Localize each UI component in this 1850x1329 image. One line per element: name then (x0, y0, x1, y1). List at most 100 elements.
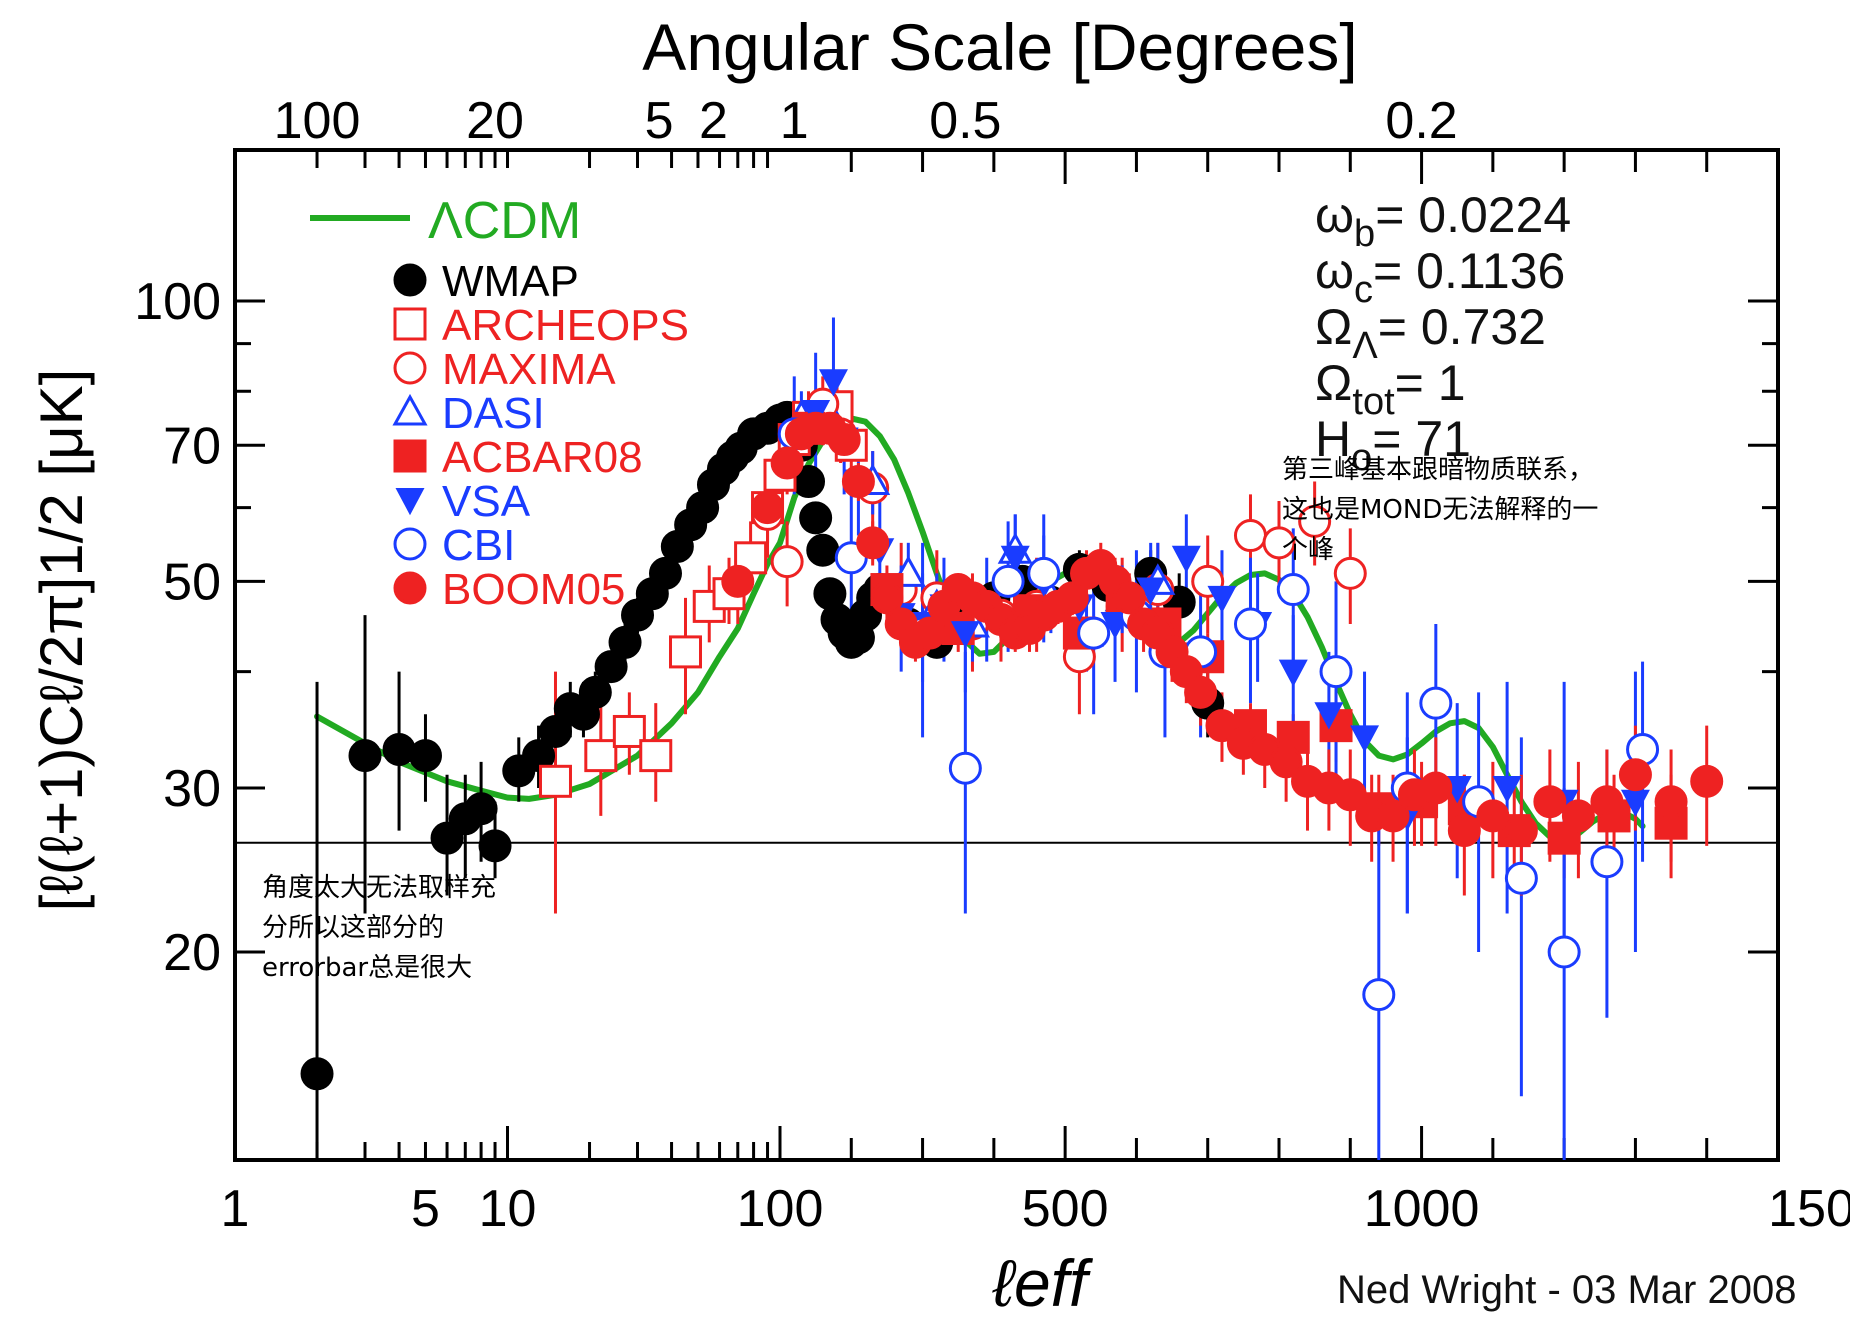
vsa-data-point (1314, 702, 1344, 730)
cbi-data-point (1547, 935, 1581, 969)
archeops-data-point (639, 739, 673, 773)
param-Ω-tot: Ωtot= 1 (1315, 355, 1466, 423)
cbi-data-point (1276, 573, 1310, 607)
boom05-data-point (1205, 709, 1239, 743)
data-point-layer (300, 369, 1724, 1091)
legend-marker-acbar08 (393, 439, 427, 473)
boom05-data-point (721, 564, 755, 598)
legend-marker-vsa (395, 488, 425, 516)
vsa-data-point (818, 369, 848, 397)
archeops-data-point (669, 635, 703, 669)
boom05-data-point (1112, 581, 1146, 615)
x-tick-label: 5 (411, 1180, 440, 1238)
acbar08-data-point (1547, 821, 1581, 855)
boom05-data-point (1504, 814, 1538, 848)
boom05-data-point (1447, 814, 1481, 848)
boom05-data-point (1055, 581, 1089, 615)
y-tick-label: 100 (134, 273, 221, 331)
cbi-data-point (1419, 686, 1453, 720)
boom05-data-point (1654, 785, 1688, 819)
annotation-low-l: 角度太大无法取样充 分所以这部分的 errorbar总是很大 (262, 873, 497, 983)
chart-title: Angular Scale [Degrees] (642, 10, 1357, 84)
maxima-data-point (1262, 526, 1296, 560)
boom05-data-point (1269, 745, 1303, 779)
legend-marker-boom05 (393, 571, 427, 605)
boom05-data-point (1590, 785, 1624, 819)
legend-label-wmap: WMAP (442, 257, 579, 306)
vsa-data-point (1350, 725, 1380, 753)
wmap-data-point (594, 650, 628, 684)
cbi-data-point (1233, 607, 1267, 641)
wmap-data-point (464, 792, 498, 826)
legend-label-archeops: ARCHEOPS (442, 301, 689, 350)
top-tick-label: 5 (645, 92, 674, 150)
cbi-data-point (1027, 556, 1061, 590)
legend-marker-maxima (393, 351, 427, 385)
boom05-data-point (1561, 799, 1595, 833)
legend-label-maxima: MAXIMA (442, 345, 616, 394)
boom05-data-point (1376, 799, 1410, 833)
cbi-data-point (1362, 978, 1396, 1012)
param-Ω-Λ: ΩΛ= 0.732 (1315, 299, 1546, 367)
boom05-data-point (1533, 785, 1567, 819)
x-tick-label: 1000 (1364, 1180, 1480, 1238)
vsa-data-point (950, 621, 980, 649)
x-tick-label: 500 (1022, 1180, 1109, 1238)
archeops-data-point (612, 714, 646, 748)
boom05-data-point (870, 581, 904, 615)
legend-marker-dasi (392, 393, 428, 426)
y-tick-label: 30 (163, 760, 221, 818)
plot-frame (233, 148, 1780, 1162)
vsa-data-point (1492, 776, 1522, 804)
wmap-data-point (538, 714, 572, 748)
vsa-data-point (1278, 659, 1308, 687)
wmap-data-point (799, 501, 833, 535)
legend-label-vsa: VSA (442, 477, 531, 526)
maxima-data-point (770, 545, 804, 579)
param-ω-b: ωb= 0.0224 (1315, 187, 1571, 255)
legend-marker-wmap (393, 263, 427, 297)
archeops-data-point (584, 739, 618, 773)
archeops-data-point (538, 764, 572, 798)
maxima-data-point (1333, 556, 1367, 590)
vsa-data-point (1000, 545, 1030, 573)
vsa-data-point (1207, 585, 1237, 614)
x-tick-label: 100 (737, 1180, 824, 1238)
boom05-data-point (1184, 675, 1218, 709)
y-axis-label: [ℓ(ℓ+1)Cℓ/2π]1/2 [μK] (28, 369, 95, 912)
legend-label-acbar08: ACBAR08 (442, 433, 643, 482)
boom05-data-point (841, 465, 875, 499)
top-tick-label: 2 (699, 92, 728, 150)
credit-line: Ned Wright - 03 Mar 2008 (1337, 1268, 1797, 1312)
param-H-o: Ho= 71 (1315, 411, 1471, 479)
y-tick-label: 50 (163, 553, 221, 611)
cbi-data-point (991, 564, 1025, 598)
boom05-data-point (913, 616, 947, 650)
cbi-data-point (1590, 845, 1624, 879)
cbi-data-point (1319, 655, 1353, 689)
legend-model-label: ΛCDM (428, 192, 581, 250)
boom05-data-point (827, 423, 861, 457)
top-tick-label: 1 (780, 92, 809, 150)
top-tick-label: 100 (274, 92, 361, 150)
wmap-data-point (806, 533, 840, 567)
maxima-data-point (1298, 504, 1332, 538)
x-axis-label: ℓeff (992, 1246, 1094, 1320)
y-tick-label: 70 (163, 417, 221, 475)
boom05-data-point (856, 526, 890, 560)
boom05-data-point (770, 446, 804, 480)
boom05-data-point (1476, 799, 1510, 833)
wmap-data-point (578, 675, 612, 709)
annotation-third-peak: 第三峰基本跟暗物质联系， 这也是MOND无法解释的一 个峰 (1282, 455, 1599, 565)
wmap-data-point (348, 739, 382, 773)
wmap-data-point (608, 625, 642, 659)
legend-marker-archeops (393, 307, 427, 341)
vsa-data-point (1171, 545, 1201, 573)
cbi-data-point (1077, 616, 1111, 650)
boom05-data-point (751, 491, 785, 525)
legend-label-boom05: BOOM05 (442, 565, 625, 614)
vsa-data-point (1136, 577, 1166, 605)
